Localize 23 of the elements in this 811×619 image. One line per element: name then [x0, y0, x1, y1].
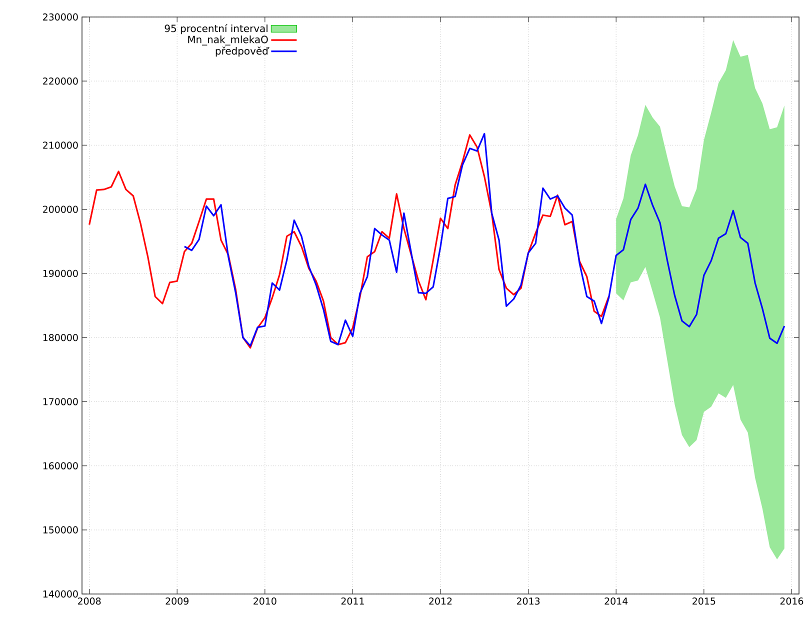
legend-label: předpověď — [216, 46, 270, 57]
x-tick-label: 2011 — [341, 598, 364, 605]
y-tick-label: 230000 — [43, 13, 78, 21]
x-tick-label: 2012 — [429, 598, 452, 605]
x-tick-label: 2010 — [254, 598, 276, 605]
y-tick-label: 150000 — [43, 526, 78, 534]
legend-label: 95 procentní interval — [164, 24, 268, 34]
y-tick-label: 140000 — [43, 590, 78, 598]
y-tick-label: 190000 — [43, 270, 78, 278]
x-tick-label: 2008 — [78, 598, 101, 605]
y-tick-label: 170000 — [43, 398, 78, 406]
x-tick-label: 2015 — [692, 598, 716, 605]
legend-label: Mn_nak_mlekaO — [188, 36, 268, 46]
y-tick-label: 210000 — [43, 142, 78, 149]
x-tick-label: 2009 — [166, 598, 188, 605]
y-tick-label: 160000 — [43, 462, 78, 470]
y-tick-label: 200000 — [43, 206, 78, 213]
x-tick-label: 2013 — [516, 598, 540, 605]
y-tick-label: 220000 — [43, 78, 78, 85]
y-tick-label: 180000 — [43, 334, 78, 342]
x-tick-label: 2014 — [604, 598, 628, 605]
x-tick-label: 2016 — [780, 598, 804, 605]
line-series — [184, 132, 786, 347]
